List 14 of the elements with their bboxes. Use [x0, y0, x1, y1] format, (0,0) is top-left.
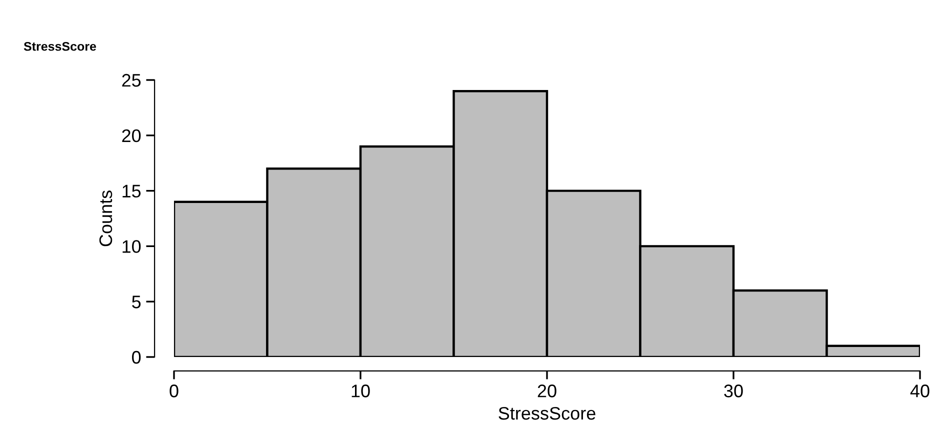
y-tick-label: 20: [122, 129, 141, 142]
x-axis-title: StressScore: [498, 406, 596, 420]
text: StressScore: [24, 42, 96, 51]
y-tick-label: 10: [122, 240, 141, 253]
y-tick-label: 0: [132, 350, 141, 364]
y-axis-title: Counts: [99, 190, 112, 246]
x-tick-label: 20: [538, 384, 556, 398]
x-tick-label: 0: [170, 384, 178, 398]
x-tick-label: 40: [910, 384, 930, 398]
x-tick-label: 10: [352, 384, 370, 398]
y-tick-label: 5: [132, 296, 141, 308]
y-tick-label: 25: [122, 74, 141, 87]
y-tick-label: 15: [122, 184, 141, 198]
x-tick-label: 30: [724, 384, 743, 398]
